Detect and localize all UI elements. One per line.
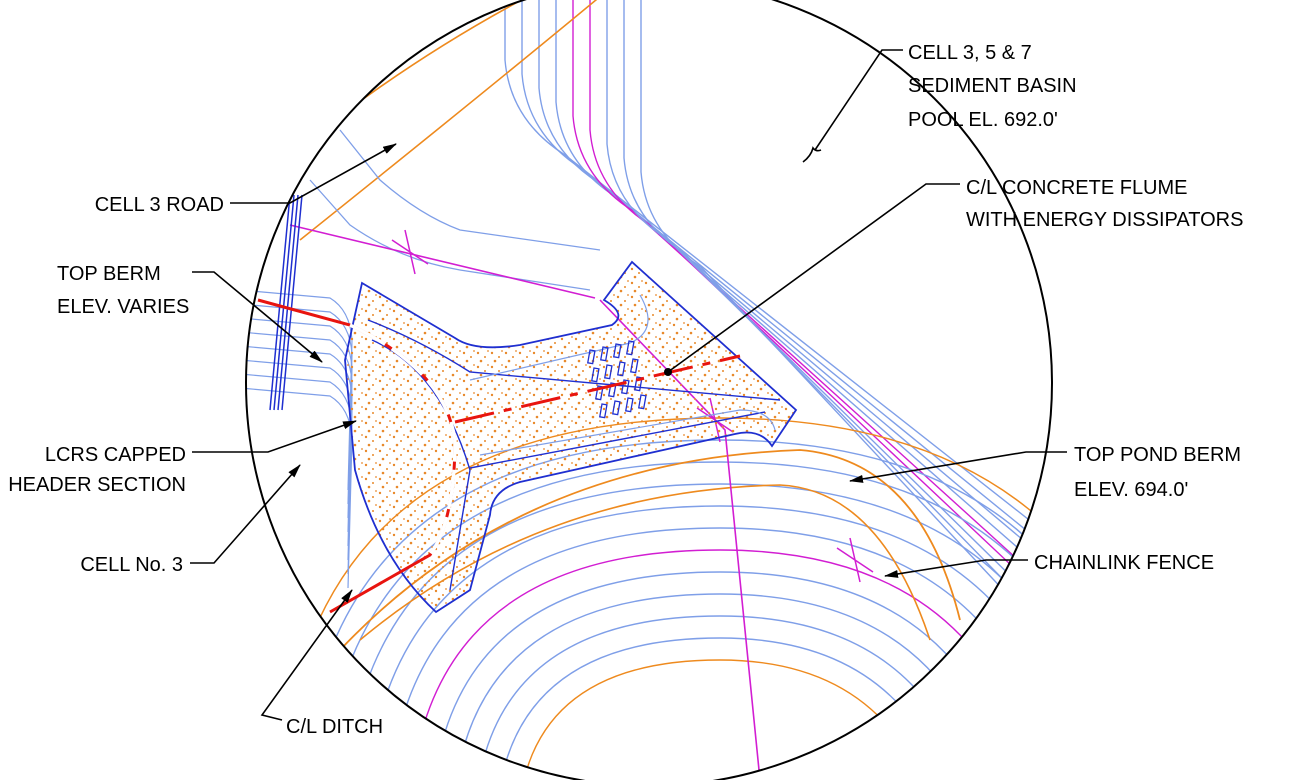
magenta-line [289, 224, 596, 299]
label: CELL 3, 5 & 7 [908, 42, 1032, 64]
leader [667, 183, 960, 373]
label: ELEV. 694.0' [1074, 479, 1188, 501]
leader [192, 271, 323, 363]
leader [849, 451, 1067, 483]
leader [192, 420, 357, 453]
label: C/L CONCRETE FLUME [966, 177, 1188, 199]
flume-centerline [454, 354, 741, 424]
contour [640, 0, 1052, 673]
road-edge [339, 129, 601, 251]
dissipator-block [629, 358, 639, 374]
dissipator-block [616, 361, 626, 377]
label: TOP BERM [57, 263, 161, 285]
contour [246, 387, 353, 589]
flume-fill [344, 260, 798, 614]
road-edge [309, 179, 591, 291]
dissipator-block [611, 400, 621, 416]
label: HEADER SECTION [8, 474, 186, 496]
label: WITH ENERGY DISSIPATORS [966, 209, 1243, 231]
leader [884, 559, 1028, 578]
dissipator-block [586, 349, 596, 365]
dissipator-block [624, 397, 634, 413]
flume-inner [469, 294, 649, 381]
x-mark [391, 229, 429, 275]
contour [431, 571, 1019, 780]
dissipator-block [590, 367, 600, 383]
dissipator-block [603, 364, 613, 380]
contour [409, 549, 1041, 780]
dissipator-block [637, 394, 647, 410]
label: POOL EL. 692.0' [908, 109, 1058, 131]
leader [190, 464, 301, 564]
flume-inner [479, 409, 776, 456]
pipe [269, 194, 291, 411]
label: TOP POND BERM [1074, 444, 1241, 466]
flume-inner [469, 411, 766, 469]
leader [260, 589, 353, 721]
leader [814, 49, 903, 151]
label: CELL No. 3 [80, 554, 183, 576]
label: ELEV. VARIES [57, 296, 189, 318]
dissipator-block [598, 403, 608, 419]
leaders [190, 49, 1067, 721]
road [299, 0, 621, 241]
dissipator-block [625, 340, 635, 356]
pipe [281, 194, 303, 411]
flume-inner [371, 339, 471, 591]
dissipator-block [607, 382, 617, 398]
label: C/L DITCH [286, 716, 383, 738]
leader-dot [664, 368, 672, 376]
dissipator-block [612, 343, 622, 359]
leader [230, 143, 397, 204]
x-mark [836, 537, 874, 583]
label: CELL 3 ROAD [95, 194, 224, 216]
dissipator-block [620, 379, 630, 395]
label: CHAINLINK FENCE [1034, 552, 1214, 574]
pipe [277, 194, 299, 411]
dissipator-block [594, 385, 604, 401]
dissipator-block [633, 376, 643, 392]
road [259, 0, 561, 181]
label: LCRS CAPPED [45, 444, 186, 466]
water-symbol [802, 146, 822, 163]
labels: CELL 3, 5 & 7 SEDIMENT BASIN POOL EL. 69… [8, 42, 1243, 738]
dissipator-block [599, 346, 609, 362]
label: SEDIMENT BASIN [908, 75, 1077, 97]
flume-inner [367, 319, 781, 401]
detail-circle [245, 0, 1053, 780]
contour [497, 637, 953, 780]
pipe [273, 194, 295, 411]
ditch-centerline-dash [349, 323, 457, 556]
